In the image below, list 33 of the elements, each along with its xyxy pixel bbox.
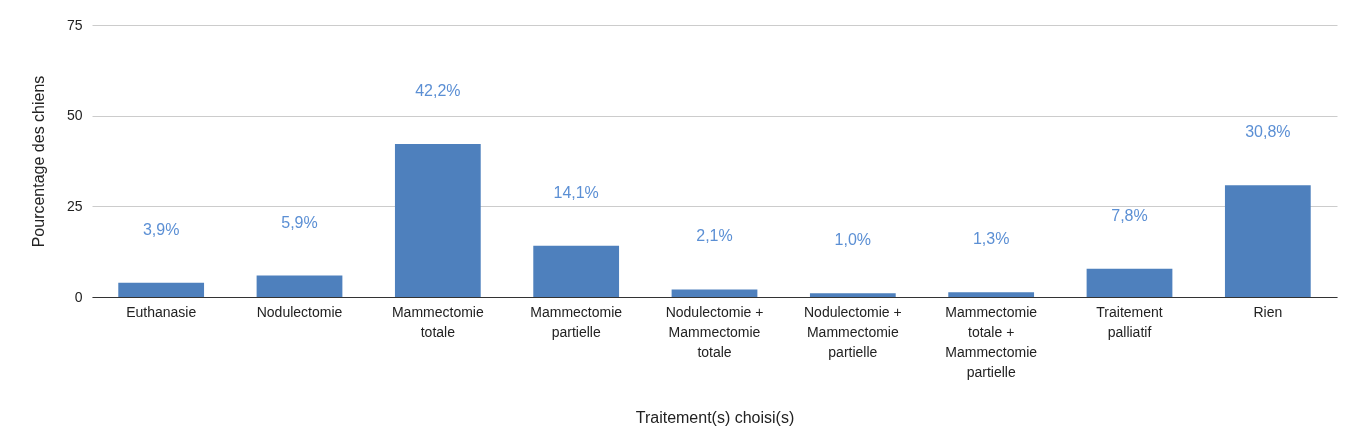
data-label: 30,8% xyxy=(1245,123,1291,141)
data-label: 7,8% xyxy=(1111,206,1148,224)
x-tick-label: Nodulectomie + Mammectomie totale xyxy=(665,303,764,360)
bar xyxy=(533,245,620,297)
x-tick-label: Mammectomie totale + Mammectomie partielle xyxy=(945,303,1038,380)
y-tick-label: 0 xyxy=(74,288,83,305)
data-label: 1,3% xyxy=(972,230,1010,248)
x-tick-label: Nodulectomie xyxy=(256,303,343,320)
data-label: 2,1% xyxy=(696,227,733,245)
data-label: 14,1% xyxy=(553,183,599,201)
x-tick-label: Euthanasie xyxy=(126,303,197,320)
x-tick-label: Traitement palliatif xyxy=(1096,303,1163,340)
data-label: 3,9% xyxy=(142,220,180,238)
data-label: 5,9% xyxy=(281,213,318,231)
y-tick-label: 50 xyxy=(66,107,83,124)
x-axis-title: Traitement(s) choisi(s) xyxy=(635,408,795,426)
bar xyxy=(671,289,758,297)
x-tick-label: Nodulectomie + Mammectomie partielle xyxy=(804,303,902,360)
bar xyxy=(256,275,343,297)
data-label: 1,0% xyxy=(834,231,872,249)
y-tick-label: 75 xyxy=(66,16,83,33)
x-tick-label: Mammectomie totale xyxy=(391,303,484,340)
bar xyxy=(809,293,896,297)
y-axis-title: Pourcentage des chiens xyxy=(29,75,47,248)
bar xyxy=(118,282,205,297)
bar xyxy=(394,143,481,297)
x-tick-label: Rien xyxy=(1253,303,1283,320)
bar xyxy=(1086,268,1173,297)
data-label: 42,2% xyxy=(415,81,461,99)
bar xyxy=(1224,185,1311,297)
y-tick-label: 25 xyxy=(66,197,83,214)
x-tick-label: Mammectomie partielle xyxy=(530,303,623,340)
bar xyxy=(948,292,1035,297)
